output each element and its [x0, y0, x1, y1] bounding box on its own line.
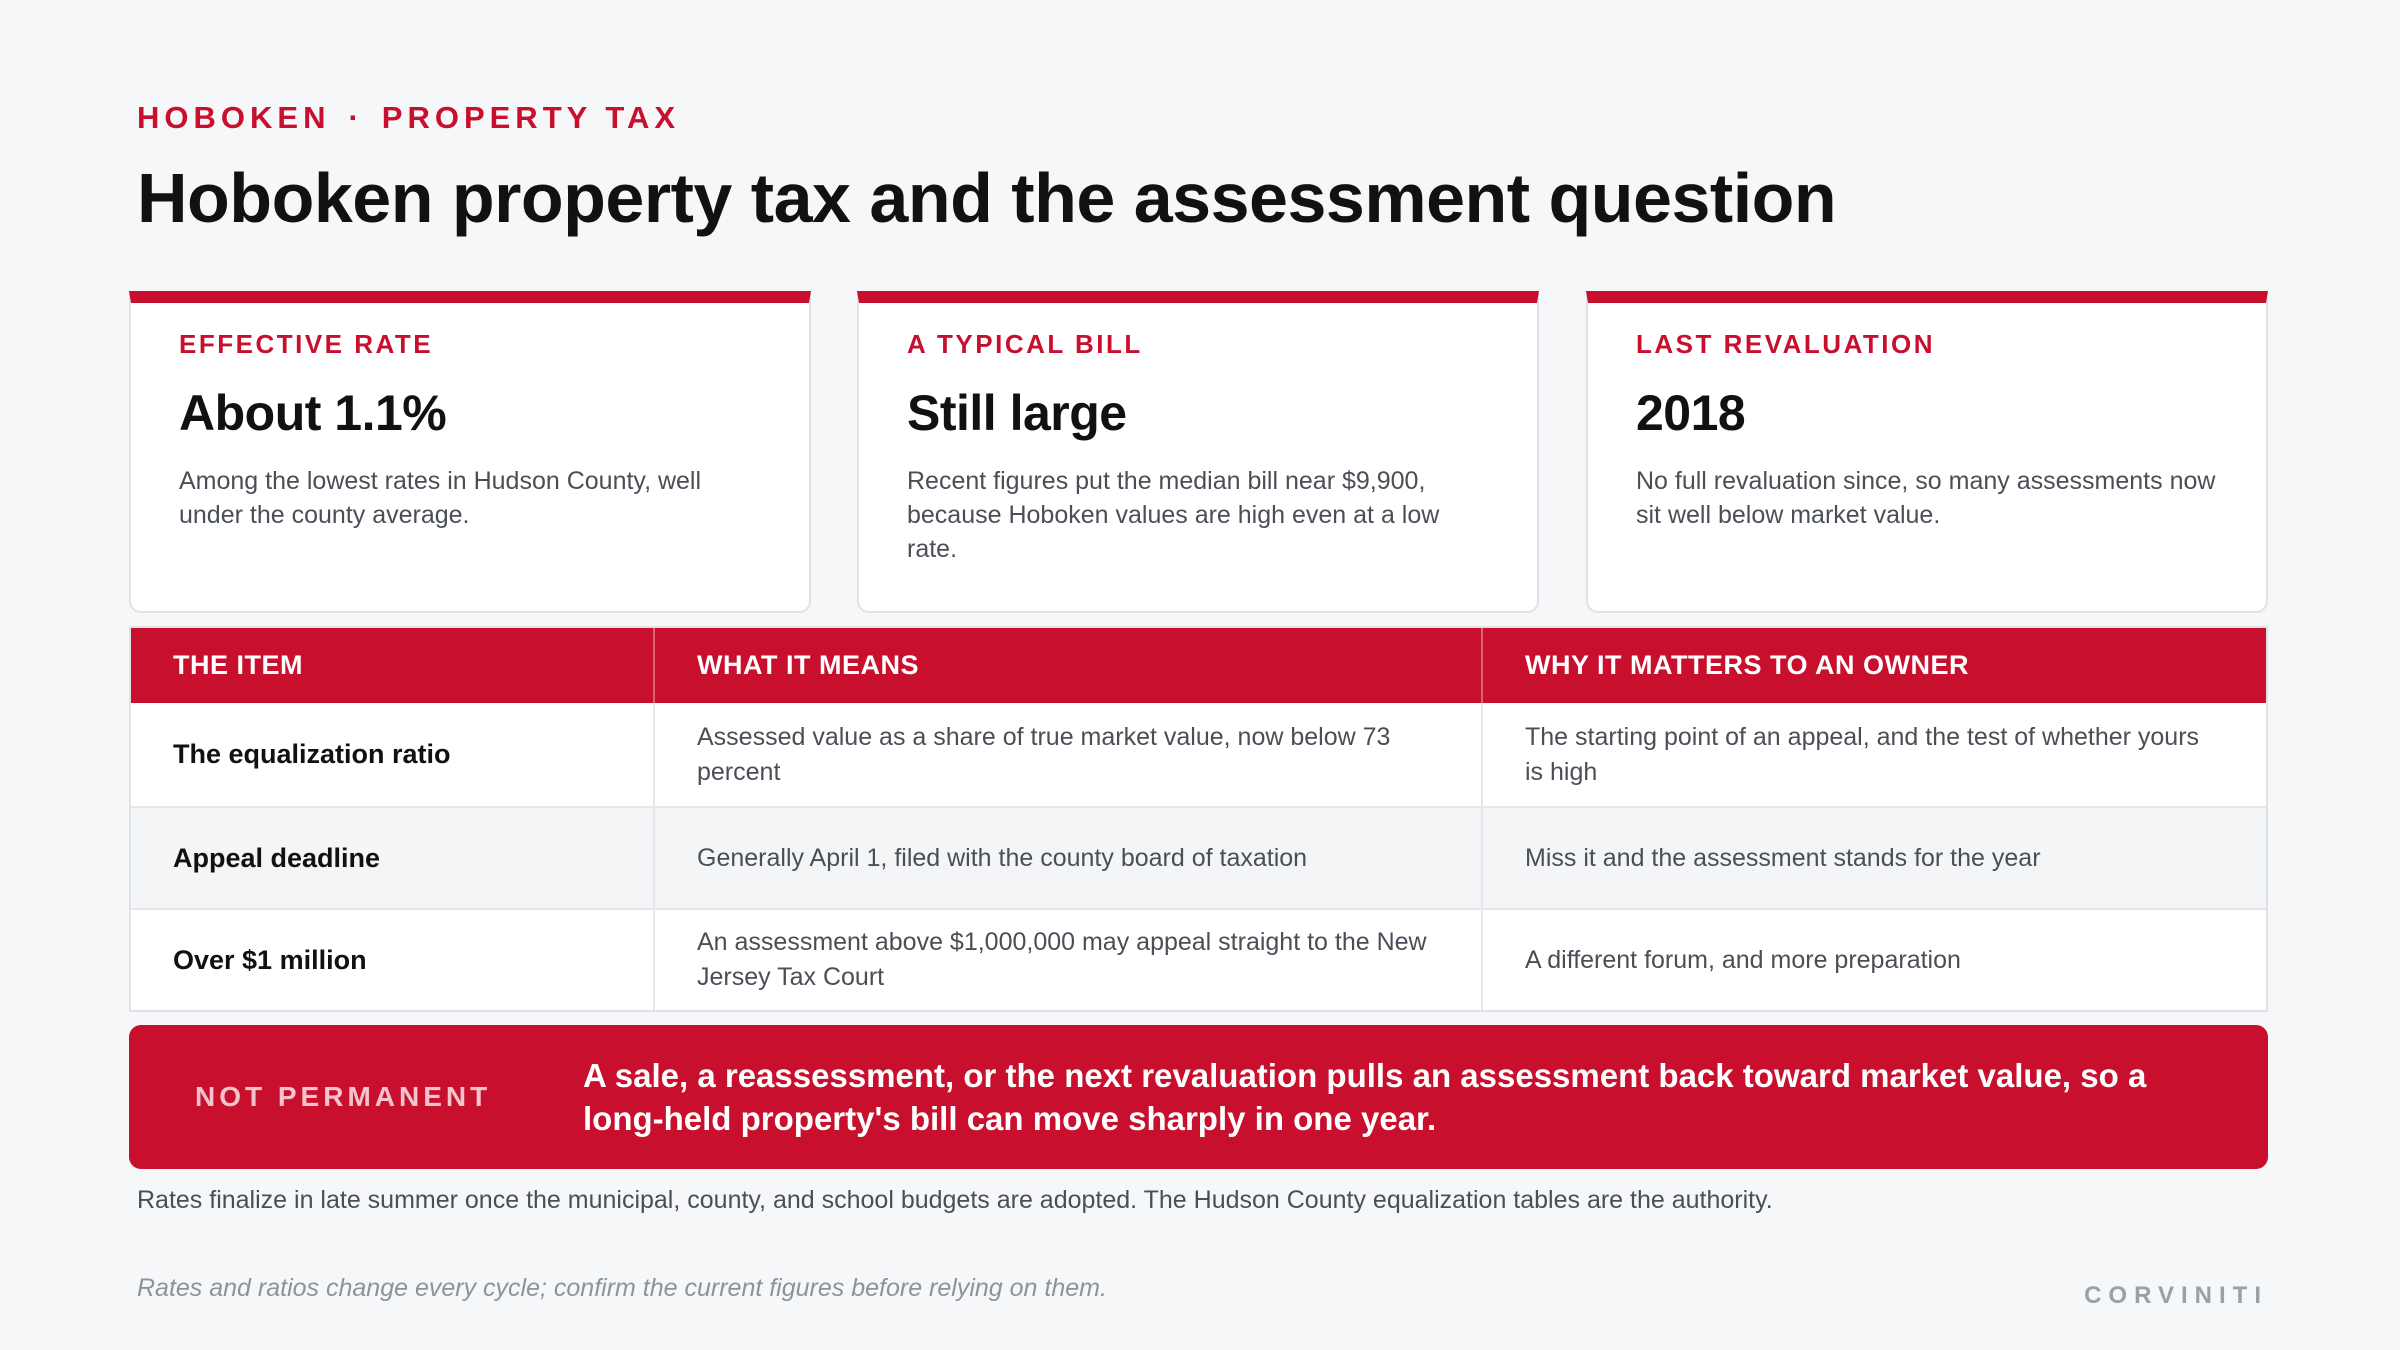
row-item: The equalization ratio [173, 739, 451, 769]
card-value: 2018 [1636, 385, 1746, 441]
page-title: Hoboken property tax and the assessment … [137, 159, 1837, 237]
stat-cards: EFFECTIVE RATE About 1.1% Among the lowe… [129, 291, 2268, 613]
card-description: Among the lowest rates in Hudson County,… [179, 467, 702, 529]
eyebrow-separator: · [348, 100, 364, 135]
table-header: THE ITEM WHAT IT MEANS WHY IT MATTERS TO… [131, 628, 2266, 703]
row-means: An assessment above $1,000,000 may appea… [653, 910, 1481, 1010]
card-last-revaluation: LAST REVALUATION 2018 No full revaluatio… [1586, 291, 2268, 613]
card-description: Recent figures put the median bill near … [907, 467, 1440, 563]
card-typical-bill: A TYPICAL BILL Still large Recent figure… [857, 291, 1539, 613]
card-label: LAST REVALUATION [1636, 329, 1936, 359]
table-row: The equalization ratio Assessed value as… [131, 703, 2266, 806]
eyebrow-location: HOBOKEN [137, 100, 331, 135]
row-matters: Miss it and the assessment stands for th… [1481, 808, 2266, 908]
card-value: Still large [907, 385, 1127, 441]
card-label: EFFECTIVE RATE [179, 329, 434, 359]
callout-message: A sale, a reassessment, or the next reva… [583, 1057, 2147, 1137]
row-matters: The starting point of an appeal, and the… [1481, 703, 2266, 806]
table-row: Appeal deadline Generally April 1, filed… [131, 806, 2266, 908]
card-effective-rate: EFFECTIVE RATE About 1.1% Among the lowe… [129, 291, 811, 613]
callout-tag: NOT PERMANENT [195, 1081, 492, 1112]
row-item: Appeal deadline [173, 842, 381, 873]
card-value: About 1.1% [179, 385, 447, 441]
eyebrow-topic: PROPERTY TAX [381, 100, 681, 135]
column-header-means: WHAT IT MEANS [653, 628, 1481, 703]
card-description: No full revaluation since, so many asses… [1636, 467, 2216, 529]
row-means: Assessed value as a share of true market… [653, 703, 1481, 806]
card-label: A TYPICAL BILL [907, 329, 1143, 359]
row-means: Generally April 1, filed with the county… [653, 808, 1481, 908]
row-matters: A different forum, and more preparation [1481, 910, 2266, 1010]
eyebrow: HOBOKEN · PROPERTY TAX [137, 100, 680, 136]
callout-banner: NOT PERMANENT A sale, a reassessment, or… [129, 1025, 2268, 1169]
column-header-item: THE ITEM [173, 650, 303, 680]
row-item: Over $1 million [173, 944, 367, 975]
disclaimer: Rates and ratios change every cycle; con… [137, 1274, 1107, 1302]
column-header-matters: WHY IT MATTERS TO AN OWNER [1481, 628, 2266, 703]
info-table: THE ITEM WHAT IT MEANS WHY IT MATTERS TO… [129, 626, 2268, 1012]
table-row: Over $1 million An assessment above $1,0… [131, 908, 2266, 1010]
footnote: Rates finalize in late summer once the m… [137, 1186, 1773, 1214]
brand-wordmark: CORVINITI [2084, 1282, 2268, 1309]
